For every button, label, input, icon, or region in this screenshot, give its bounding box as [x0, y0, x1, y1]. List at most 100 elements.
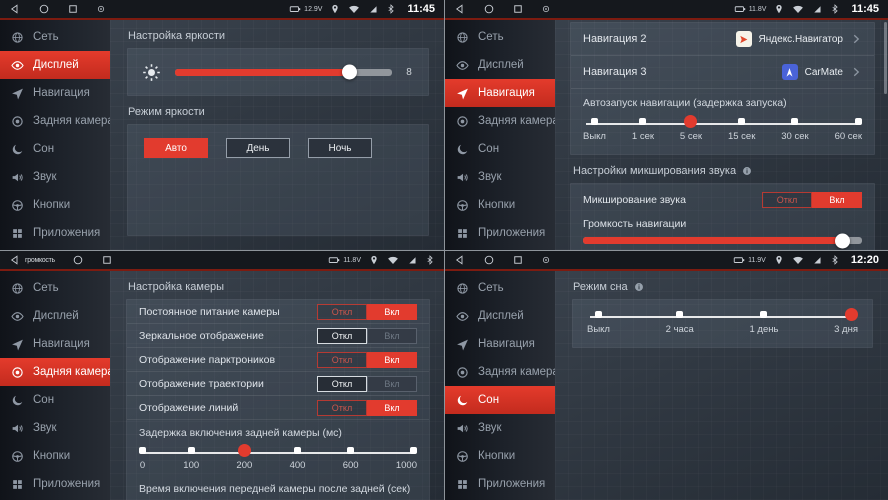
- slider-stop[interactable]: 0: [139, 447, 146, 471]
- slider-track[interactable]: [175, 64, 392, 80]
- sidebar-item[interactable]: Сеть: [445, 274, 555, 302]
- toggle-on-button[interactable]: Вкл: [367, 399, 417, 416]
- home-icon[interactable]: [483, 254, 495, 266]
- slider-stop[interactable]: Выкл: [587, 311, 610, 335]
- slider-stop[interactable]: Выкл: [583, 118, 606, 142]
- toggle-off-button[interactable]: Откл: [317, 303, 367, 320]
- sidebar-item[interactable]: Звук: [445, 414, 555, 442]
- sidebar-item[interactable]: Сон: [0, 386, 110, 414]
- sidebar-item[interactable]: Сон: [445, 386, 555, 414]
- recents-icon[interactable]: [512, 254, 524, 266]
- sidebar-item[interactable]: Сеть: [0, 274, 110, 302]
- toggle-on-button[interactable]: Вкл: [812, 191, 862, 208]
- scrollbar[interactable]: [884, 22, 887, 94]
- slider-stop[interactable]: 5 сек: [680, 115, 702, 142]
- back-icon[interactable]: [454, 254, 466, 266]
- slider-stop[interactable]: 2 часа: [666, 311, 694, 335]
- sidebar-item[interactable]: Приложения: [445, 470, 555, 498]
- sidebar-item[interactable]: Кнопки: [445, 191, 555, 219]
- camera-delay-slider[interactable]: 0 100 200: [139, 444, 417, 471]
- sidebar-item[interactable]: Задняя камера: [0, 358, 114, 386]
- slider-thumb[interactable]: [341, 64, 357, 80]
- sidebar-item[interactable]: Дисплей: [445, 302, 555, 330]
- sidebar-item[interactable]: Приложения: [445, 219, 555, 247]
- setting-toggle[interactable]: Откл Вкл: [317, 327, 417, 344]
- slider-stop-label: 3 дня: [834, 324, 858, 335]
- sidebar-item[interactable]: Звук: [0, 414, 110, 442]
- sidebar-item[interactable]: Сеть: [0, 23, 110, 51]
- sidebar-item[interactable]: Навигация: [0, 79, 110, 107]
- sidebar-item-label: Приложения: [33, 227, 101, 239]
- toggle-off-button[interactable]: Откл: [762, 191, 812, 208]
- sidebar-item[interactable]: Дисплей: [0, 51, 110, 79]
- recents-icon[interactable]: [101, 254, 113, 266]
- back-icon[interactable]: [9, 254, 21, 266]
- sidebar-item[interactable]: Задняя камера: [445, 107, 559, 135]
- autorun-slider[interactable]: Выкл 1 сек 5 сек: [583, 115, 862, 142]
- recents-icon[interactable]: [512, 3, 524, 15]
- nav2-row[interactable]: Навигация 2 Яндекс.Навигатор: [571, 23, 874, 56]
- slider-thumb[interactable]: [835, 233, 851, 248]
- sidebar-item[interactable]: Приложения: [0, 470, 110, 498]
- toggle-off-button[interactable]: Откл: [317, 351, 367, 368]
- sidebar-item[interactable]: Дисплей: [445, 51, 555, 79]
- slider-stop[interactable]: 15 сек: [728, 118, 755, 142]
- home-icon[interactable]: [38, 3, 50, 15]
- mixing-toggle[interactable]: Откл Вкл: [762, 191, 862, 208]
- slider-stop[interactable]: 1 сек: [632, 118, 654, 142]
- toggle-on-button[interactable]: Вкл: [367, 327, 417, 344]
- info-icon[interactable]: [634, 282, 644, 292]
- sidebar-item-label: Навигация: [478, 87, 535, 99]
- setting-toggle[interactable]: Откл Вкл: [317, 375, 417, 392]
- recents-icon[interactable]: [67, 3, 79, 15]
- back-icon[interactable]: [454, 3, 466, 15]
- setting-toggle[interactable]: Откл Вкл: [317, 303, 417, 320]
- brightness-slider[interactable]: [175, 64, 392, 80]
- toggle-on-button[interactable]: Вкл: [367, 351, 417, 368]
- sidebar-item[interactable]: Сон: [0, 135, 110, 163]
- sleep-mode-slider[interactable]: Выкл 2 часа 1 день: [587, 308, 858, 335]
- brightness-mode-button[interactable]: Авто: [144, 138, 208, 158]
- info-icon[interactable]: [742, 166, 752, 176]
- status-bar: 12.9V 11:45: [0, 0, 444, 18]
- slider-stop[interactable]: 600: [343, 447, 359, 471]
- sidebar-item[interactable]: Навигация: [445, 330, 555, 358]
- sidebar-item[interactable]: Задняя камера: [445, 358, 559, 386]
- sidebar-item[interactable]: Задняя камера: [0, 107, 114, 135]
- slider-stop[interactable]: 400: [290, 447, 305, 471]
- toggle-off-button[interactable]: Откл: [317, 327, 367, 344]
- sidebar-item[interactable]: Звук: [445, 163, 555, 191]
- sidebar-item[interactable]: Звук: [0, 163, 110, 191]
- setting-toggle[interactable]: Откл Вкл: [317, 399, 417, 416]
- sidebar-item[interactable]: Сон: [445, 135, 555, 163]
- sidebar-item[interactable]: Кнопки: [0, 191, 110, 219]
- slider-stop[interactable]: 1000: [396, 447, 417, 471]
- speaker-icon: [456, 422, 469, 435]
- toggle-on-button[interactable]: Вкл: [367, 303, 417, 320]
- slider-stop[interactable]: 1 день: [750, 311, 778, 335]
- slider-stop[interactable]: 60 сек: [835, 118, 862, 142]
- home-icon[interactable]: [72, 254, 84, 266]
- sidebar-item[interactable]: Приложения: [0, 219, 110, 247]
- slider-stop[interactable]: 100: [183, 447, 199, 471]
- brightness-mode-button[interactable]: Ночь: [308, 138, 372, 158]
- sidebar-item[interactable]: Дисплей: [0, 302, 110, 330]
- back-icon[interactable]: [9, 3, 21, 15]
- brightness-mode-button[interactable]: День: [226, 138, 290, 158]
- toggle-off-button[interactable]: Откл: [317, 399, 367, 416]
- display-icon: [11, 310, 24, 323]
- toggle-on-button[interactable]: Вкл: [367, 375, 417, 392]
- slider-stop[interactable]: 30 сек: [781, 118, 809, 142]
- home-icon[interactable]: [483, 3, 495, 15]
- sidebar-item[interactable]: Кнопки: [0, 442, 110, 470]
- nav3-row[interactable]: Навигация 3 CarMate: [571, 56, 874, 89]
- toggle-off-button[interactable]: Откл: [317, 375, 367, 392]
- nav-volume-slider[interactable]: [583, 233, 862, 248]
- slider-stop[interactable]: 200: [236, 444, 252, 471]
- sidebar-item[interactable]: Сеть: [445, 23, 555, 51]
- slider-stop[interactable]: 3 дня: [834, 308, 858, 335]
- sidebar-item[interactable]: Навигация: [445, 79, 555, 107]
- setting-toggle[interactable]: Откл Вкл: [317, 351, 417, 368]
- sidebar-item[interactable]: Навигация: [0, 330, 110, 358]
- sidebar-item[interactable]: Кнопки: [445, 442, 555, 470]
